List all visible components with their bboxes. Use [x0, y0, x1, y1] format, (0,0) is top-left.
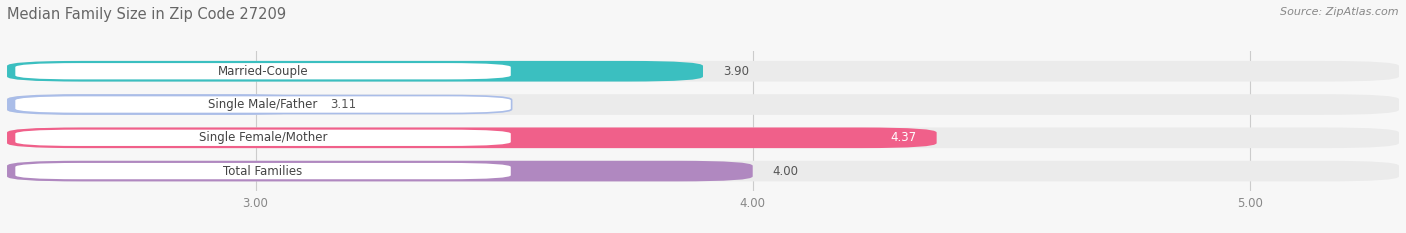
Text: Median Family Size in Zip Code 27209: Median Family Size in Zip Code 27209	[7, 7, 287, 22]
FancyBboxPatch shape	[7, 94, 1399, 115]
Text: Married-Couple: Married-Couple	[218, 65, 308, 78]
Text: 4.37: 4.37	[890, 131, 917, 144]
FancyBboxPatch shape	[14, 96, 512, 113]
FancyBboxPatch shape	[14, 62, 512, 80]
Text: Total Families: Total Families	[224, 164, 302, 178]
Text: 3.90: 3.90	[723, 65, 749, 78]
FancyBboxPatch shape	[7, 127, 1399, 148]
Text: Source: ZipAtlas.com: Source: ZipAtlas.com	[1281, 7, 1399, 17]
Text: Single Female/Mother: Single Female/Mother	[198, 131, 328, 144]
FancyBboxPatch shape	[7, 127, 936, 148]
FancyBboxPatch shape	[7, 61, 1399, 82]
FancyBboxPatch shape	[14, 129, 512, 147]
Text: 4.00: 4.00	[773, 164, 799, 178]
Text: 3.11: 3.11	[330, 98, 356, 111]
FancyBboxPatch shape	[7, 161, 752, 182]
FancyBboxPatch shape	[7, 94, 311, 115]
FancyBboxPatch shape	[7, 161, 1399, 182]
FancyBboxPatch shape	[14, 162, 512, 180]
FancyBboxPatch shape	[7, 61, 703, 82]
Text: Single Male/Father: Single Male/Father	[208, 98, 318, 111]
